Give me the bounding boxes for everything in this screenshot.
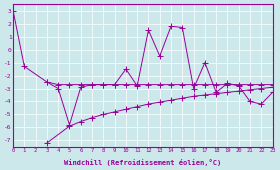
X-axis label: Windchill (Refroidissement éolien,°C): Windchill (Refroidissement éolien,°C): [64, 159, 221, 166]
